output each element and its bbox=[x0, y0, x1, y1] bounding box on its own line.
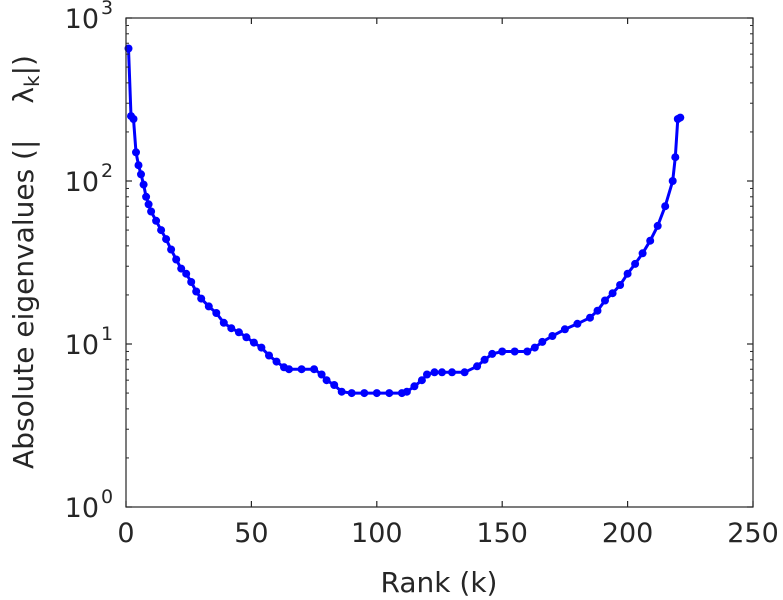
data-point bbox=[212, 309, 221, 317]
data-point bbox=[137, 170, 145, 179]
data-point bbox=[204, 302, 213, 311]
data-point bbox=[548, 332, 557, 340]
y-tick-label-base: 10 bbox=[65, 493, 99, 524]
data-point bbox=[623, 269, 632, 278]
data-point bbox=[139, 180, 148, 189]
data-point bbox=[616, 281, 625, 289]
data-point bbox=[671, 153, 680, 162]
axes-box bbox=[125, 17, 754, 508]
data-point bbox=[661, 202, 670, 211]
data-point bbox=[177, 264, 186, 273]
data-point bbox=[197, 294, 206, 303]
x-tick-label: 50 bbox=[234, 518, 268, 549]
plot-area bbox=[126, 18, 753, 507]
data-point bbox=[172, 255, 181, 264]
data-point bbox=[638, 249, 647, 258]
data-point bbox=[417, 376, 426, 385]
data-point bbox=[265, 351, 273, 360]
y-axis-title: Absolute eigenvalues (| λk|) bbox=[7, 55, 44, 469]
data-point bbox=[317, 370, 326, 379]
y-tick-label-exponent: 2 bbox=[101, 160, 113, 182]
y-tick-label-exponent: 3 bbox=[101, 0, 113, 19]
data-point bbox=[187, 278, 196, 286]
x-axis-ticks: 0 50 100 150 200 250 bbox=[117, 18, 779, 549]
y-tick-label-base: 10 bbox=[65, 167, 99, 198]
data-point bbox=[402, 387, 411, 396]
data-point bbox=[586, 313, 594, 322]
series-layer bbox=[124, 44, 685, 398]
data-point bbox=[297, 365, 306, 374]
data-point bbox=[608, 289, 617, 298]
data-point bbox=[438, 368, 446, 377]
x-axis-title: Rank (k) bbox=[381, 566, 498, 599]
data-point bbox=[510, 347, 519, 356]
x-tick-label: 150 bbox=[476, 518, 528, 549]
y-axis-title-lambda: λ bbox=[7, 87, 40, 104]
data-point bbox=[460, 368, 469, 377]
y-tick-label-exponent: 1 bbox=[101, 323, 113, 345]
data-point bbox=[430, 368, 439, 377]
data-point bbox=[530, 343, 539, 352]
data-point bbox=[347, 389, 356, 398]
x-tick-label: 0 bbox=[117, 518, 134, 549]
data-point bbox=[227, 324, 236, 333]
data-point bbox=[330, 381, 339, 389]
data-point bbox=[157, 226, 166, 235]
data-point bbox=[601, 296, 609, 305]
data-point bbox=[560, 325, 569, 334]
data-point bbox=[182, 269, 191, 278]
data-point bbox=[249, 338, 258, 347]
data-point bbox=[129, 115, 138, 123]
data-point bbox=[646, 236, 655, 245]
data-point bbox=[523, 347, 532, 356]
data-point bbox=[219, 318, 228, 327]
data-point bbox=[473, 362, 482, 371]
data-point bbox=[676, 113, 685, 122]
data-point bbox=[538, 337, 547, 346]
y-tick-label-base: 10 bbox=[65, 330, 99, 361]
data-point bbox=[310, 365, 319, 374]
y-axis-title-suffix: |) bbox=[7, 55, 40, 75]
data-point bbox=[488, 349, 497, 358]
y-tick-label-exponent: 0 bbox=[101, 486, 113, 508]
data-point bbox=[372, 389, 381, 398]
y-tick-label-base: 10 bbox=[65, 4, 99, 35]
data-point bbox=[285, 365, 293, 374]
data-point bbox=[242, 333, 251, 342]
data-point bbox=[192, 287, 201, 296]
data-point bbox=[360, 389, 369, 398]
x-tick-label: 200 bbox=[602, 518, 654, 549]
data-point bbox=[167, 245, 176, 254]
y-axis-title-prefix: Absolute eigenvalues (| bbox=[7, 140, 40, 469]
data-point bbox=[134, 161, 143, 170]
data-point bbox=[144, 200, 153, 209]
x-tick-label: 100 bbox=[351, 518, 403, 549]
data-point bbox=[322, 376, 331, 385]
data-point bbox=[385, 389, 394, 398]
data-point bbox=[593, 306, 602, 315]
data-point bbox=[423, 370, 431, 379]
data-point bbox=[631, 259, 640, 268]
y-axis-title-subscript: k bbox=[20, 75, 44, 87]
data-point bbox=[668, 177, 677, 185]
x-tick-label: 250 bbox=[727, 518, 779, 549]
data-point bbox=[337, 387, 346, 396]
data-point bbox=[162, 235, 171, 244]
data-point bbox=[234, 328, 243, 337]
data-point bbox=[573, 319, 582, 328]
data-point bbox=[480, 355, 489, 364]
data-point bbox=[498, 347, 507, 356]
data-point bbox=[147, 207, 156, 216]
data-point bbox=[448, 368, 456, 377]
data-point bbox=[272, 357, 281, 366]
data-point bbox=[653, 221, 662, 230]
data-point bbox=[132, 148, 140, 157]
data-point bbox=[257, 343, 266, 352]
data-point bbox=[152, 216, 161, 225]
data-point bbox=[410, 382, 419, 391]
data-point bbox=[142, 192, 151, 201]
